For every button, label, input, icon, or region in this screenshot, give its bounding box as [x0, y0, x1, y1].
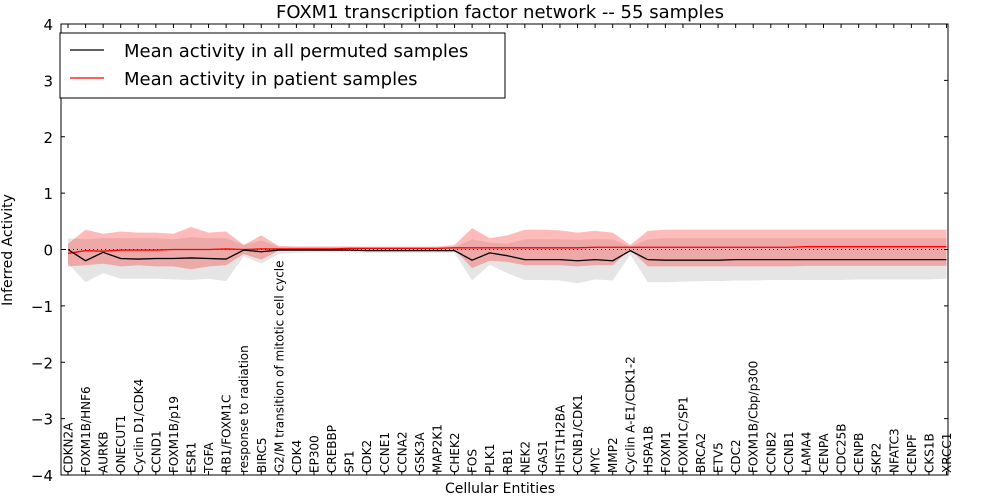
x-tick-label: CDC2: [729, 439, 743, 473]
x-tick-label: SKP2: [870, 443, 884, 473]
x-tick-label: CKS1B: [922, 433, 936, 473]
y-tick-label: 4: [43, 16, 53, 34]
x-tick-label: TGFA: [202, 442, 216, 474]
x-tick-label: BRCA2: [694, 433, 708, 473]
x-tick-label: CENPB: [852, 433, 866, 473]
x-tick-label: G2/M transition of mitotic cell cycle: [272, 260, 286, 473]
x-tick-label: FOXM1C/SP1: [676, 396, 690, 473]
x-tick-label: Cyclin D1/CDK4: [132, 379, 146, 473]
x-tick-label: RB1/FOXM1C: [220, 395, 234, 473]
x-tick-label: LAMA4: [799, 432, 813, 473]
y-axis: −4 −3 −2 −1 0 1 2 3 4: [31, 16, 948, 485]
y-tick-label: −2: [31, 354, 53, 372]
x-tick-label: CDC25B: [835, 424, 849, 474]
x-tick-label: NEK2: [518, 441, 532, 473]
x-tick-label: GSK3A: [413, 432, 427, 473]
y-tick-label: −1: [31, 298, 53, 316]
y-axis-label: Inferred Activity: [0, 194, 16, 306]
chart-title: FOXM1 transcription factor network -- 55…: [276, 2, 724, 23]
x-tick-label: CDKN2A: [62, 422, 76, 473]
x-tick-label: CDK2: [360, 440, 374, 473]
x-tick-label: CCNB2: [764, 431, 778, 473]
x-tick-label: CCNE1: [378, 432, 392, 473]
x-tick-label: FOXM1B/Cbp/p300: [747, 361, 761, 473]
legend-box: [59, 32, 506, 99]
legend-label-permuted: Mean activity in all permuted samples: [124, 41, 468, 62]
x-tick-label: FOXM1: [659, 431, 673, 473]
x-tick-label: response to radiation: [237, 345, 251, 473]
x-tick-label: MYC: [589, 448, 603, 473]
legend-label-patient: Mean activity in patient samples: [124, 69, 418, 90]
x-tick-label: ETV5: [712, 442, 726, 473]
x-tick-label: MMP2: [606, 437, 620, 473]
x-tick-label: ONECUT1: [114, 415, 128, 473]
x-axis: CDKN2A FOXM1B/HNF6 AURKB ONECUT1 Cyclin D1/C…: [62, 24, 954, 475]
x-tick-label: FOS: [466, 449, 480, 473]
x-tick-label: NFATC3: [887, 428, 901, 473]
x-tick-label: CENPA: [817, 433, 831, 473]
series-lines: [67, 246, 947, 262]
x-tick-label: CCND1: [149, 430, 163, 473]
x-tick-label: CENPF: [905, 434, 919, 473]
x-tick-label: CCNA2: [395, 431, 409, 473]
y-tick-label: −4: [31, 467, 53, 485]
x-tick-label: CREBBP: [325, 425, 339, 473]
x-tick-label: EP300: [307, 435, 321, 473]
x-tick-label: HIST1H2BA: [553, 404, 567, 473]
y-tick-label: 3: [43, 72, 53, 90]
line-permuted-samples: [67, 248, 947, 262]
x-tick-label: BIRC5: [255, 437, 269, 473]
x-tick-label: ESR1: [184, 442, 198, 473]
x-tick-label: GAS1: [536, 440, 550, 473]
y-tick-label: 2: [43, 129, 53, 147]
y-tick-label: 0: [43, 242, 53, 260]
x-tick-label: MAP2K1: [430, 424, 444, 473]
x-tick-label: PLK1: [483, 444, 497, 473]
x-tick-label: XRCC1: [940, 433, 954, 473]
x-tick-label: AURKB: [97, 432, 111, 473]
x-tick-label: Cyclin A-E1/CDK1-2: [624, 356, 638, 473]
x-tick-label: CHEK2: [448, 433, 462, 474]
x-tick-label: CDK4: [290, 440, 304, 473]
line-patient-samples: [67, 246, 947, 255]
x-tick-label: HSPA1B: [641, 426, 655, 473]
x-tick-label: SP1: [343, 451, 357, 474]
legend: Mean activity in all permuted samples Me…: [59, 32, 506, 99]
x-tick-label: RB1: [501, 449, 515, 473]
y-tick-label: −3: [31, 411, 53, 429]
y-tick-label: 1: [43, 185, 53, 203]
x-tick-label: CCNB1: [782, 431, 796, 473]
x-tick-label: FOXM1B/HNF6: [79, 386, 93, 473]
x-axis-label: Cellular Entities: [445, 481, 555, 497]
x-tick-label: CCNB1/CDK1: [571, 394, 585, 473]
x-tick-label: FOXM1B/p19: [167, 396, 181, 473]
